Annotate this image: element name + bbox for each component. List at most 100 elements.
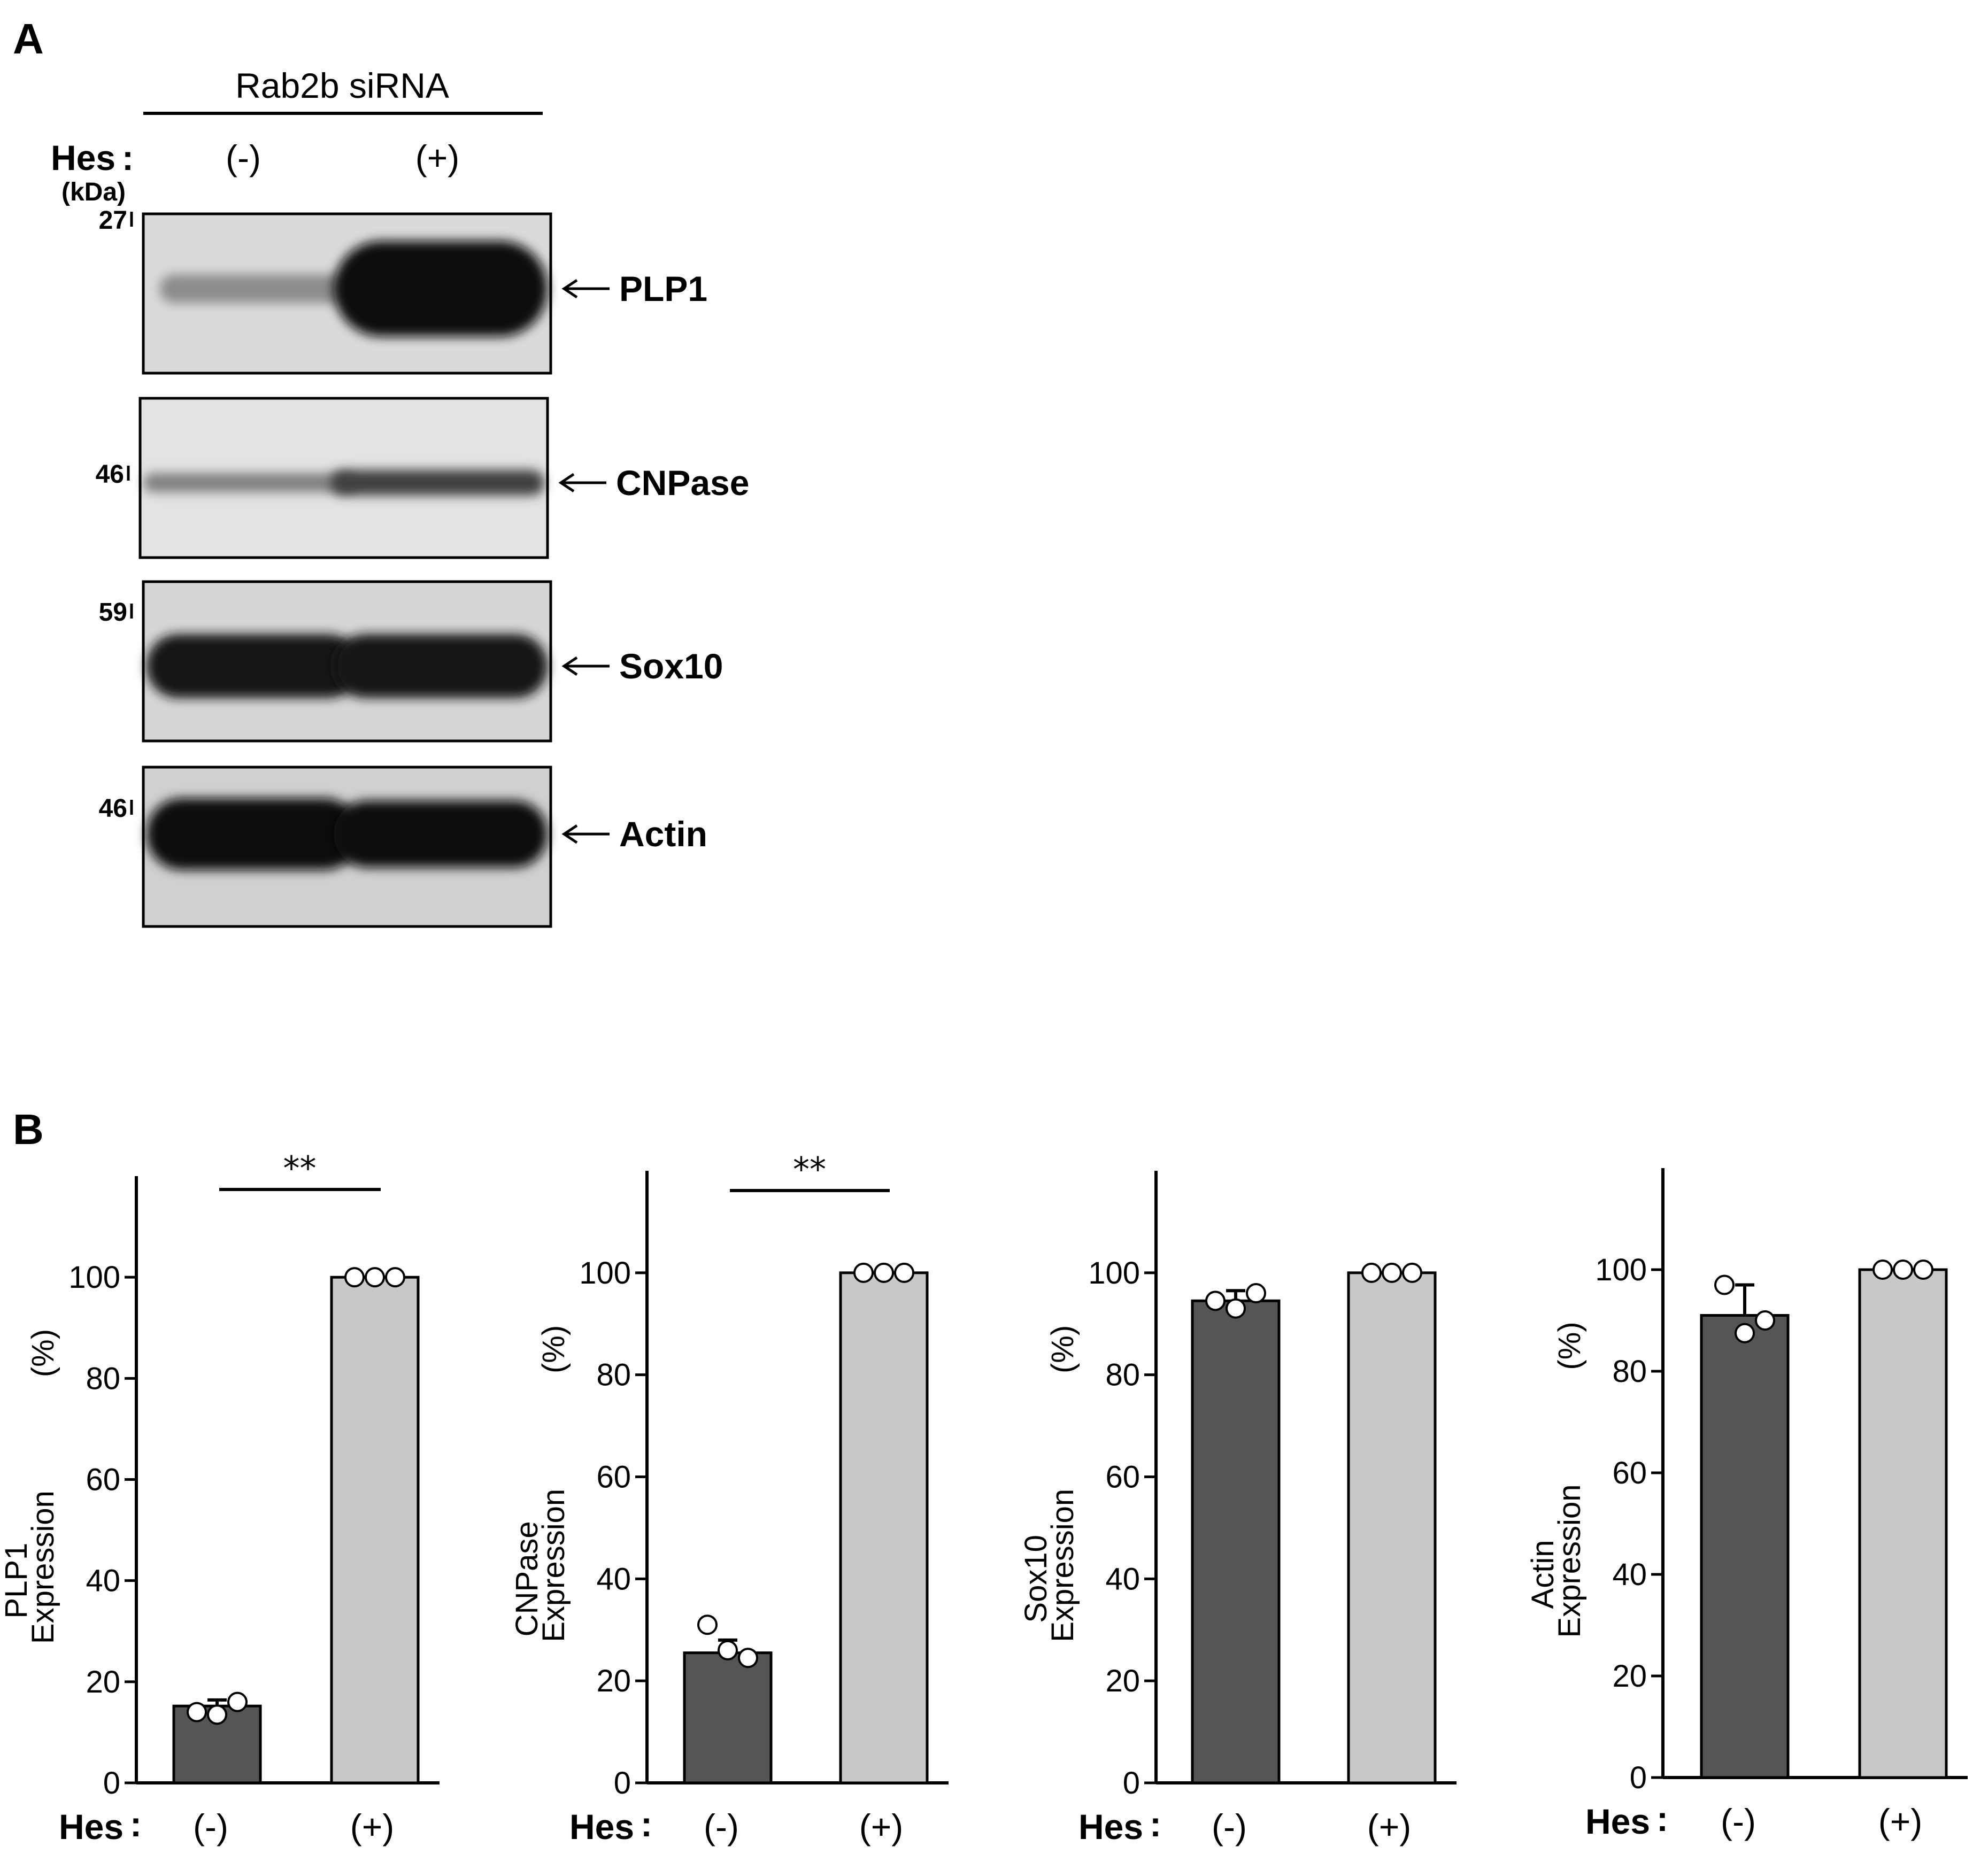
- arrow-head-icon: [561, 824, 578, 844]
- data-point: [697, 1614, 718, 1635]
- y-tick-label: 60: [1612, 1456, 1647, 1490]
- y-tick-label: 0: [614, 1766, 631, 1801]
- y-tick-label: 100: [68, 1260, 120, 1295]
- y-axis-title-protein: Actin: [1525, 1540, 1560, 1609]
- y-tick-label: 100: [1088, 1256, 1140, 1291]
- data-point: [1913, 1260, 1933, 1280]
- band: [143, 473, 357, 492]
- blot-border: [142, 766, 552, 928]
- y-tick-label: 0: [1630, 1760, 1647, 1795]
- data-point: [894, 1262, 914, 1283]
- data-point: [1402, 1262, 1422, 1283]
- data-point: [1226, 1298, 1246, 1319]
- category-label: (+): [859, 1807, 904, 1846]
- protein-label: Sox10: [619, 646, 723, 686]
- hes-colon: :: [130, 1804, 142, 1844]
- y-tick-label: 40: [86, 1564, 120, 1598]
- blot-border: [142, 580, 552, 743]
- data-point: [738, 1648, 758, 1668]
- data-point: [365, 1267, 385, 1288]
- band: [334, 800, 548, 868]
- panel-a-letter: A: [13, 15, 44, 63]
- y-tick-label: 0: [1123, 1766, 1140, 1801]
- data-point: [853, 1262, 874, 1283]
- bar: [1347, 1271, 1437, 1784]
- y-tick-label: 80: [1105, 1358, 1140, 1393]
- bar: [1191, 1299, 1281, 1784]
- y-axis-title-protein: PLP1: [0, 1543, 34, 1619]
- y-tick-label: 60: [596, 1460, 631, 1495]
- hes-label: Hes: [1585, 1802, 1650, 1841]
- hes-label-a: Hes: [51, 138, 115, 177]
- rab2b-header: Rab2b siRNA: [235, 66, 449, 105]
- kda-marker: 59: [99, 598, 127, 627]
- y-axis-title-expression: Expression: [1552, 1485, 1587, 1638]
- y-axis-title-protein: Sox10: [1019, 1535, 1053, 1623]
- y-tick-label: 80: [1612, 1354, 1647, 1389]
- band: [330, 470, 545, 496]
- y-tick-label: 20: [1105, 1664, 1140, 1698]
- blot-cnpase: 46 CNPase: [96, 397, 749, 559]
- category-label: (+): [1367, 1807, 1412, 1846]
- kda-marker: 46: [96, 460, 124, 489]
- data-point: [207, 1704, 227, 1725]
- bar: [839, 1271, 929, 1784]
- protein-label: PLP1: [619, 269, 707, 308]
- blots: 27 PLP1 46 CNPase 59 Sox10 46 Actin: [96, 206, 749, 928]
- y-tick-label: 20: [596, 1664, 631, 1698]
- hes-colon: :: [1656, 1799, 1668, 1838]
- data-point: [1735, 1323, 1755, 1343]
- category-label: (-): [1721, 1802, 1756, 1841]
- data-point: [227, 1691, 248, 1712]
- band: [334, 241, 548, 337]
- lane-label-neg: (-): [226, 138, 261, 177]
- blot-actin: 46 Actin: [99, 766, 707, 928]
- y-axis-unit: (%): [26, 1329, 60, 1377]
- arrow-head-icon: [558, 473, 575, 493]
- y-tick-label: 60: [1105, 1460, 1140, 1495]
- data-point: [874, 1262, 894, 1283]
- data-point: [1714, 1274, 1735, 1295]
- bar: [683, 1651, 773, 1784]
- y-axis-title-protein: CNPase: [510, 1521, 544, 1636]
- y-tick-label: 40: [596, 1562, 631, 1596]
- y-axis-unit: (%): [536, 1325, 571, 1373]
- bar: [1700, 1314, 1790, 1779]
- data-point: [385, 1267, 405, 1288]
- y-tick-label: 100: [579, 1256, 631, 1291]
- category-label: (-): [704, 1807, 739, 1846]
- blot-border: [142, 212, 552, 375]
- data-point: [1361, 1262, 1382, 1283]
- category-label: (-): [193, 1807, 228, 1846]
- y-tick-label: 80: [86, 1361, 120, 1396]
- hes-colon: :: [641, 1804, 652, 1844]
- protein-label: CNPase: [616, 463, 749, 503]
- panel-b-letter: B: [13, 1106, 44, 1153]
- data-point: [1205, 1291, 1226, 1311]
- hes-label: Hes: [569, 1807, 634, 1846]
- arrow-head-icon: [561, 656, 578, 676]
- band: [146, 798, 360, 870]
- y-tick-label: 20: [1612, 1659, 1647, 1694]
- kda-marker: 46: [99, 794, 127, 823]
- significance-stars: **: [793, 1150, 826, 1189]
- y-axis-title-expression: Expression: [536, 1489, 571, 1642]
- bar: [330, 1276, 420, 1784]
- y-axis-title-expression: Expression: [1045, 1489, 1080, 1642]
- category-label: (+): [350, 1807, 395, 1846]
- hes-label: Hes: [59, 1807, 124, 1846]
- y-axis-unit: (%): [1045, 1325, 1080, 1373]
- data-point: [1246, 1283, 1266, 1303]
- y-tick-label: 40: [1612, 1557, 1647, 1592]
- y-axis-title-expression: Expression: [26, 1490, 60, 1644]
- data-point: [187, 1702, 207, 1722]
- y-tick-label: 60: [86, 1463, 120, 1497]
- data-point: [1755, 1310, 1775, 1331]
- y-tick-label: 0: [103, 1766, 120, 1801]
